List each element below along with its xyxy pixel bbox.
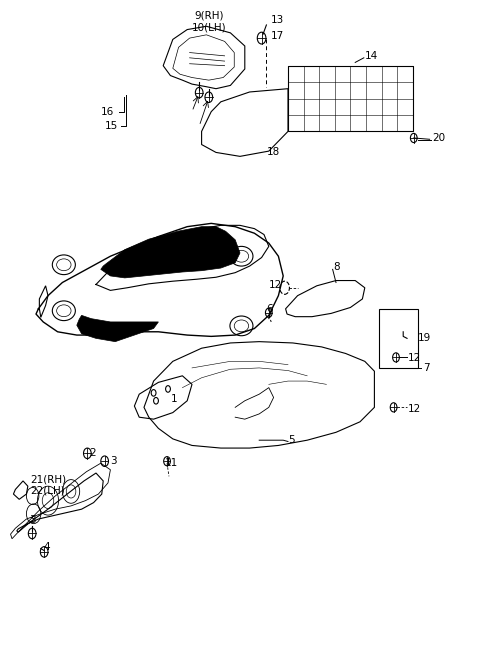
Text: 1: 1 xyxy=(170,394,177,405)
Text: 2: 2 xyxy=(89,448,96,459)
Bar xyxy=(379,309,418,368)
Text: 12: 12 xyxy=(408,353,421,363)
Text: 3: 3 xyxy=(29,515,36,526)
Text: 19: 19 xyxy=(418,333,431,344)
Text: 5: 5 xyxy=(288,435,295,445)
Polygon shape xyxy=(77,315,158,342)
Text: 7: 7 xyxy=(423,363,430,373)
Text: 11: 11 xyxy=(165,457,178,468)
Text: 15: 15 xyxy=(104,121,118,131)
Bar xyxy=(288,66,413,131)
Text: 18: 18 xyxy=(267,147,280,158)
Text: 3: 3 xyxy=(110,456,117,466)
Text: 14: 14 xyxy=(365,51,378,61)
Text: 8: 8 xyxy=(334,262,340,273)
Text: 13: 13 xyxy=(271,14,285,25)
Text: 6: 6 xyxy=(266,304,273,314)
Text: 4: 4 xyxy=(44,541,50,552)
Text: 16: 16 xyxy=(101,106,114,117)
Text: 20: 20 xyxy=(432,133,445,143)
Text: 17: 17 xyxy=(271,31,285,41)
Polygon shape xyxy=(101,227,240,278)
Text: 12: 12 xyxy=(408,403,421,414)
Text: 21(RH)
22(LH): 21(RH) 22(LH) xyxy=(30,474,66,495)
Text: 12: 12 xyxy=(269,280,282,290)
Text: 9(RH)
10(LH): 9(RH) 10(LH) xyxy=(192,11,226,32)
